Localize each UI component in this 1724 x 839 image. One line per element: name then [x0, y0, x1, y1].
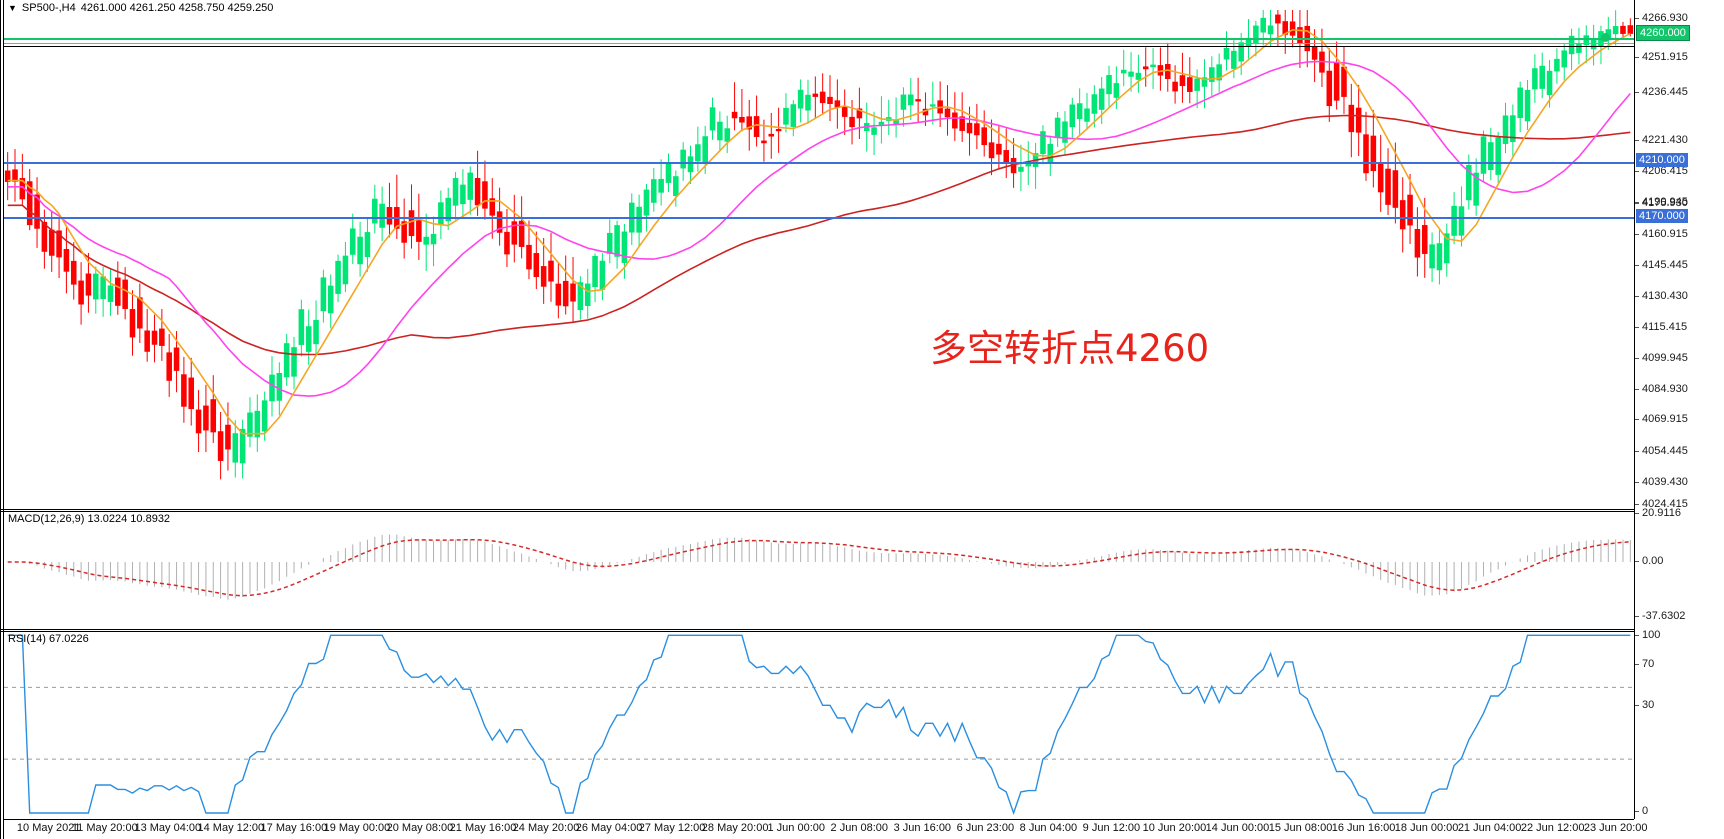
price-level-badge[interactable]: 4210.000: [1636, 153, 1688, 167]
rsi-tick-label: 30: [1635, 699, 1654, 711]
time-scale-axis[interactable]: 10 May 2021 11 May 20:00 13 May 04:00 14 Ma…: [4, 819, 1648, 839]
time-tick-label: 11 May 20:00: [71, 822, 138, 834]
time-tick-label: 19 May 00:00: [323, 822, 391, 834]
price-tick-label: 4054.445: [1635, 445, 1688, 457]
price-candles-layer: [4, 10, 1634, 480]
symbol-ohlc: 4261.000 4261.250 4258.750 4259.250: [80, 2, 274, 14]
price-tick-label: 4084.930: [1635, 383, 1688, 395]
time-tick-label: 10 Jun 20:00: [1142, 822, 1207, 834]
macd-tick-label: 0.00: [1635, 555, 1663, 567]
time-tick-label: 20 May 08:00: [386, 822, 454, 834]
price-scale-axis[interactable]: 4266.930 4251.915 4236.445 4221.430 4206.415…: [1634, 0, 1724, 819]
price-level-badge[interactable]: 4170.000: [1636, 209, 1688, 223]
time-tick-label: 26 May 04:00: [575, 822, 643, 834]
symbol-name: SP500-,H4: [21, 2, 76, 14]
time-tick-label: 13 May 04:00: [134, 822, 202, 834]
window-left-border: [0, 0, 1, 839]
current-price-marker: [1601, 33, 1610, 42]
time-tick-label: 9 Jun 12:00: [1082, 822, 1141, 834]
chart-left-border: [3, 0, 4, 839]
price-macd-divider: [0, 509, 1724, 510]
time-tick-label: 16 Jun 16:00: [1331, 822, 1396, 834]
price-tick-label: 4145.445: [1635, 259, 1688, 271]
macd-panel[interactable]: [4, 511, 1634, 627]
macd-layer: [7, 534, 1631, 600]
time-tick-label: 6 Jun 23:00: [956, 822, 1015, 834]
price-tick-label: 4115.415: [1635, 321, 1687, 333]
rsi-panel[interactable]: [4, 631, 1634, 816]
time-tick-label: 17 May 16:00: [260, 822, 328, 834]
time-tick-label: 14 Jun 00:00: [1205, 822, 1270, 834]
price-tick-label: 4190.945: [1635, 196, 1688, 208]
time-tick-label: 18 Jun 00:00: [1394, 822, 1459, 834]
price-panel[interactable]: [4, 10, 1634, 509]
price-level-badge[interactable]: 4260.000: [1636, 25, 1690, 41]
price-tick-label: 4160.915: [1635, 228, 1688, 240]
rsi-layer: [4, 634, 1634, 816]
macd-tick-label: 20.9116: [1635, 507, 1681, 519]
time-tick-label: 27 May 12:00: [638, 822, 706, 834]
chart-menu-caret-icon[interactable]: ▼: [8, 2, 17, 13]
price-tick-label: 4221.430: [1635, 134, 1688, 146]
price-tick-label: 4069.915: [1635, 413, 1688, 425]
chart-annotation-text: 多空转折点4260: [930, 327, 1210, 370]
price-tick-label: 4206.415: [1635, 165, 1688, 177]
symbol-header: ▼ SP500-,H4 4261.000 4261.250 4258.750 4…: [8, 2, 273, 14]
time-tick-label: 8 Jun 04:00: [1019, 822, 1078, 834]
time-tick-label: 21 Jun 04:00: [1457, 822, 1522, 834]
time-tick-label: 28 May 20:00: [701, 822, 769, 834]
rsi-title: RSI(14) 67.0226: [8, 633, 89, 645]
macd-tick-label: -37.6302: [1635, 610, 1685, 622]
price-tick-label: 4099.945: [1635, 352, 1688, 364]
macd-rsi-divider: [0, 629, 1724, 630]
time-tick-label: 1 Jun 00:00: [767, 822, 826, 834]
time-tick-label: 10 May 2021: [16, 822, 81, 834]
price-tick-label: 4251.915: [1635, 51, 1688, 63]
price-tick-label: 4266.930: [1635, 12, 1688, 24]
macd-top-border: [0, 511, 1724, 512]
time-tick-label: 24 May 20:00: [512, 822, 580, 834]
time-tick-label: 2 Jun 08:00: [830, 822, 889, 834]
price-tick-label: 4024.415: [1635, 498, 1688, 510]
time-tick-label: 23 Jun 20:00: [1583, 822, 1648, 834]
price-tick-label: 4039.430: [1635, 476, 1688, 488]
macd-title: MACD(12,26,9) 13.0224 10.8932: [8, 513, 171, 525]
price-tick-label: 4130.430: [1635, 290, 1688, 302]
rsi-tick-label: 70: [1635, 658, 1654, 670]
rsi-tick-label: 100: [1635, 629, 1660, 641]
price-tick-label: 4175.930: [1635, 197, 1688, 209]
time-tick-label: 22 Jun 12:00: [1520, 822, 1585, 834]
time-tick-label: 15 Jun 08:00: [1268, 822, 1333, 834]
rsi-top-border: [0, 631, 1724, 632]
time-tick-label: 21 May 16:00: [449, 822, 517, 834]
rsi-tick-label: 0: [1635, 805, 1648, 817]
price-tick-label: 4236.445: [1635, 86, 1688, 98]
time-tick-label: 14 May 12:00: [197, 822, 265, 834]
time-tick-label: 3 Jun 16:00: [893, 822, 952, 834]
